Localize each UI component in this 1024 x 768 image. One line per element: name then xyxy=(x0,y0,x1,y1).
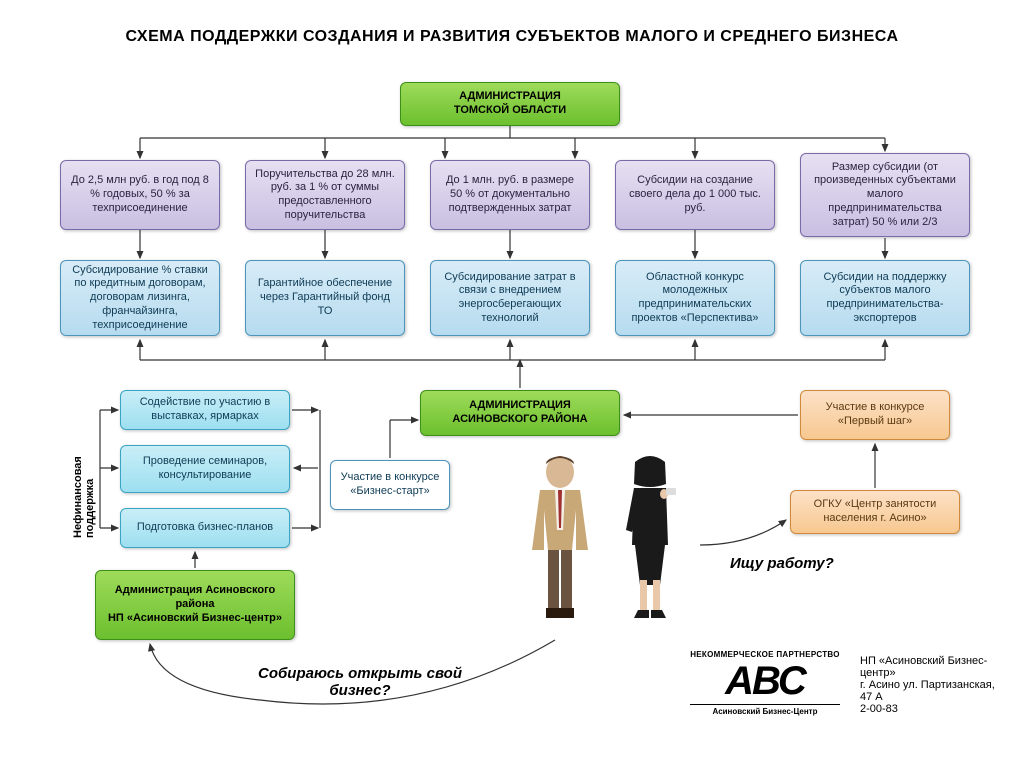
mid-admin-box: АДМИНИСТРАЦИЯ АСИНОВСКОГО РАЙОНА xyxy=(420,390,620,436)
person-woman-icon xyxy=(610,450,690,630)
purple-box-1: До 2,5 млн руб. в год под 8 % годовых, 5… xyxy=(60,160,220,230)
ogku-box: ОГКУ «Центр занятости населения г. Асино… xyxy=(790,490,960,534)
support-box-3: Подготовка бизнес-планов xyxy=(120,508,290,548)
purple-box-4: Субсидии на создание своего дела до 1 00… xyxy=(615,160,775,230)
support-box-2: Проведение семинаров, консультирование xyxy=(120,445,290,493)
biz-start-box: Участие в конкурсе «Бизнес-старт» xyxy=(330,460,450,510)
logo-sub-text: Асиновский Бизнес-Центр xyxy=(690,704,840,716)
question-job: Ищу работу? xyxy=(730,555,834,572)
support-box-1: Содействие по участию в выставках, ярмар… xyxy=(120,390,290,430)
abc-logo: НЕКОММЕРЧЕСКОЕ ПАРТНЕРСТВО АВС Асиновски… xyxy=(690,650,840,716)
purple-box-2: Поручительства до 28 млн. руб. за 1 % от… xyxy=(245,160,405,230)
question-biz: Собираюсь открыть свой бизнес? xyxy=(230,665,490,699)
bottom-admin-box: Администрация Асиновского района НП «Аси… xyxy=(95,570,295,640)
person-man-icon xyxy=(520,450,600,630)
purple-box-5: Размер субсидии (от произведенных субъек… xyxy=(800,153,970,237)
blue-box-1: Субсидирование % ставки по кредитным дог… xyxy=(60,260,220,336)
nonfinancial-label: Нефинансовая поддержка xyxy=(72,418,96,538)
logo-np-text: НЕКОММЕРЧЕСКОЕ ПАРТНЕРСТВО xyxy=(690,650,840,659)
purple-box-3: До 1 млн. руб. в размере 50 % от докумен… xyxy=(430,160,590,230)
page-title: СХЕМА ПОДДЕРЖКИ СОЗДАНИЯ И РАЗВИТИЯ СУБЪ… xyxy=(0,0,1024,54)
first-step-box: Участие в конкурсе «Первый шаг» xyxy=(800,390,950,440)
blue-box-2: Гарантийное обеспечение через Гарантийны… xyxy=(245,260,405,336)
logo-abc-text: АВС xyxy=(690,659,840,704)
blue-box-3: Субсидирование затрат в связи с внедрени… xyxy=(430,260,590,336)
blue-box-4: Областной конкурс молодежных предпринима… xyxy=(615,260,775,336)
top-admin-box: АДМИНИСТРАЦИЯ ТОМСКОЙ ОБЛАСТИ xyxy=(400,82,620,126)
footer-address: НП «Асиновский Бизнес-центр» г. Асино ул… xyxy=(860,655,1010,715)
blue-box-5: Субсидии на поддержку субъектов малого п… xyxy=(800,260,970,336)
